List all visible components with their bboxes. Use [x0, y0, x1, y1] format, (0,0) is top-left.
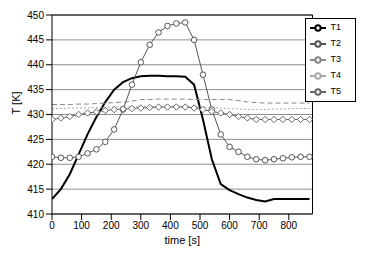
svg-text:700: 700: [251, 220, 268, 231]
svg-text:410: 410: [27, 209, 44, 220]
svg-text:600: 600: [221, 220, 238, 231]
svg-text:T [K]: T [K]: [10, 91, 22, 114]
svg-text:800: 800: [280, 220, 297, 231]
svg-text:425: 425: [27, 134, 44, 145]
svg-text:415: 415: [27, 184, 44, 195]
html-text:T4: T4: [330, 70, 341, 81]
svg-text:445: 445: [27, 34, 44, 45]
svg-text:430: 430: [27, 109, 44, 120]
html-text:T1: T1: [330, 22, 341, 33]
svg-text:100: 100: [73, 220, 90, 231]
html-text:T5: T5: [330, 86, 341, 97]
html-text:T2: T2: [330, 38, 341, 49]
svg-text:400: 400: [162, 220, 179, 231]
svg-text:200: 200: [103, 220, 120, 231]
svg-text:0: 0: [49, 220, 55, 231]
svg-text:420: 420: [27, 159, 44, 170]
svg-text:time [s]: time [s]: [165, 234, 200, 246]
svg-text:435: 435: [27, 84, 44, 95]
svg-text:500: 500: [192, 220, 209, 231]
svg-text:300: 300: [132, 220, 149, 231]
svg-text:450: 450: [27, 10, 44, 21]
html-text:T3: T3: [330, 54, 341, 65]
svg-text:440: 440: [27, 59, 44, 70]
